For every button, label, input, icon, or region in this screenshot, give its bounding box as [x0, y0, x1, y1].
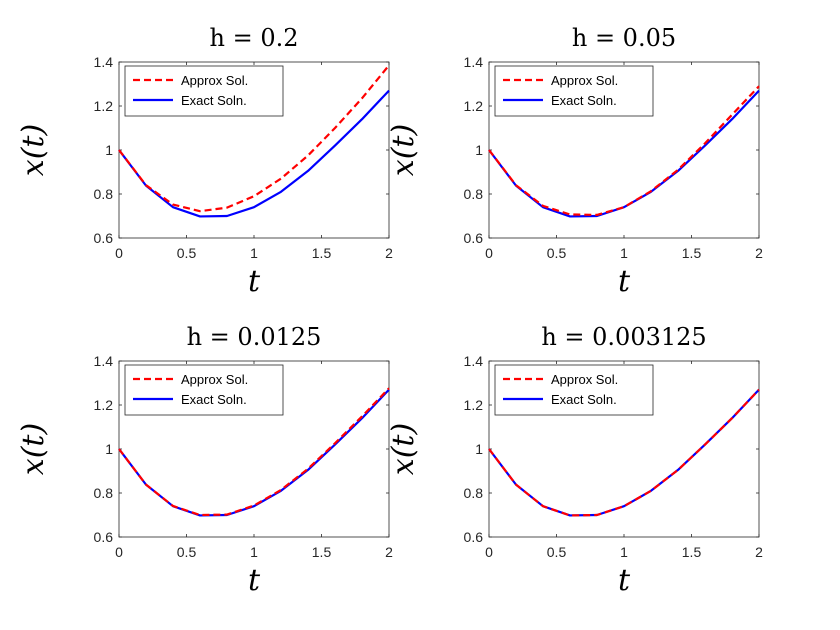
legend: Approx Sol. Exact Soln. [494, 364, 654, 416]
y-tick-label: 1.2 [94, 397, 114, 413]
legend-label: Approx Sol. [181, 372, 248, 387]
subplot-4: 0 0.5 1 1.5 2 0.6 0.8 1 1.2 1.4 Approx Sol. Exact S… [386, 323, 763, 598]
series-line-approx-sol [118, 64, 390, 213]
legend-label: Approx Sol. [551, 372, 618, 387]
x-tick-label: 0 [485, 245, 493, 261]
x-tick-label: 0.5 [547, 544, 567, 560]
series-line-approx-sol [488, 388, 760, 517]
series-line-approx-sol [488, 85, 760, 216]
x-tick-label: 2 [385, 544, 393, 560]
legend-label: Exact Soln. [551, 392, 617, 407]
subplot-3: 0 0.5 1 1.5 2 0.6 0.8 1 1.2 1.4 Approx Sol. Exact S… [16, 323, 393, 598]
chart-title: h = 0.2 [210, 24, 299, 52]
x-tick-label: 2 [755, 245, 763, 261]
y-axis-label: x(t) [16, 423, 51, 475]
x-tick-label: 0 [115, 544, 123, 560]
legend-label: Approx Sol. [551, 73, 618, 88]
legend: Approx Sol. Exact Soln. [124, 65, 284, 117]
chart-title: h = 0.003125 [541, 323, 706, 351]
x-tick-label: 0.5 [177, 544, 197, 560]
series-line-exact-soln [118, 89, 390, 218]
y-tick-label: 0.6 [94, 230, 114, 246]
y-tick-label: 1.4 [94, 353, 114, 369]
y-tick-label: 1.2 [94, 98, 114, 114]
y-tick-label: 0.6 [464, 230, 484, 246]
x-tick-label: 1.5 [312, 544, 332, 560]
subplot-2: 0 0.5 1 1.5 2 0.6 0.8 1 1.2 1.4 Approx Sol. Exact S… [386, 24, 763, 299]
legend-box [124, 65, 284, 117]
x-tick-label: 1 [250, 544, 258, 560]
y-tick-label: 0.8 [94, 186, 114, 202]
y-tick-label: 0.6 [94, 529, 114, 545]
y-tick-label: 1 [475, 441, 483, 457]
x-tick-label: 1 [250, 245, 258, 261]
legend-label: Exact Soln. [551, 93, 617, 108]
x-axis-label: t [248, 563, 261, 598]
chart-title: h = 0.0125 [187, 323, 322, 351]
legend-label: Exact Soln. [181, 93, 247, 108]
legend-label: Approx Sol. [181, 73, 248, 88]
legend-box [124, 364, 284, 416]
y-tick-label: 0.8 [464, 485, 484, 501]
x-axis-label: t [618, 264, 631, 299]
y-tick-label: 1.4 [464, 54, 484, 70]
x-tick-label: 0 [115, 245, 123, 261]
x-tick-label: 0.5 [547, 245, 567, 261]
legend-box [494, 65, 654, 117]
x-tick-label: 1 [620, 245, 628, 261]
x-tick-label: 1 [620, 544, 628, 560]
y-axis-label: x(t) [16, 124, 51, 176]
x-tick-label: 2 [755, 544, 763, 560]
legend-box [494, 364, 654, 416]
y-tick-label: 1.2 [464, 397, 484, 413]
y-tick-label: 1.4 [94, 54, 114, 70]
y-tick-label: 1.4 [464, 353, 484, 369]
legend: Approx Sol. Exact Soln. [124, 364, 284, 416]
chart-title: h = 0.05 [572, 24, 676, 52]
x-axis-label: t [248, 264, 261, 299]
subplot-1: 0 0.5 1 1.5 2 0.6 0.8 1 1.2 1.4 Approx Sol. Exact S… [16, 24, 393, 299]
x-tick-label: 0.5 [177, 245, 197, 261]
x-tick-label: 1.5 [312, 245, 332, 261]
legend: Approx Sol. Exact Soln. [494, 65, 654, 117]
x-tick-label: 1.5 [682, 245, 702, 261]
y-axis-label: x(t) [386, 124, 421, 176]
y-tick-label: 1 [105, 441, 113, 457]
y-tick-label: 0.8 [94, 485, 114, 501]
x-tick-label: 1.5 [682, 544, 702, 560]
x-axis-label: t [618, 563, 631, 598]
y-tick-label: 1.2 [464, 98, 484, 114]
y-tick-label: 0.6 [464, 529, 484, 545]
series-line-approx-sol [118, 387, 390, 517]
legend-label: Exact Soln. [181, 392, 247, 407]
y-tick-label: 0.8 [464, 186, 484, 202]
y-tick-label: 1 [475, 142, 483, 158]
y-axis-label: x(t) [386, 423, 421, 475]
x-tick-label: 0 [485, 544, 493, 560]
y-tick-label: 1 [105, 142, 113, 158]
x-tick-label: 2 [385, 245, 393, 261]
